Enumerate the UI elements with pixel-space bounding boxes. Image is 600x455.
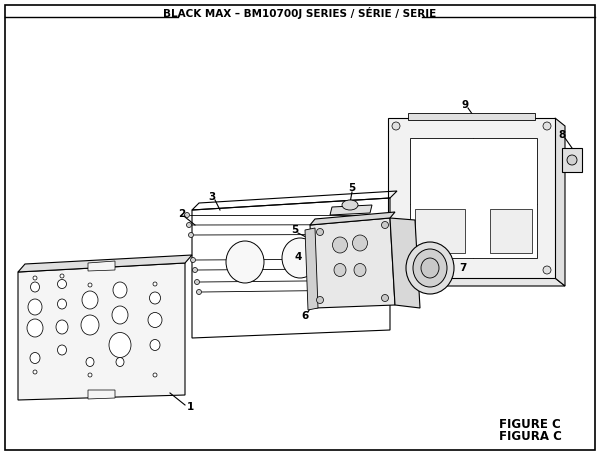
Polygon shape bbox=[310, 212, 395, 225]
Text: 1: 1 bbox=[187, 402, 194, 412]
Ellipse shape bbox=[112, 306, 128, 324]
Ellipse shape bbox=[226, 241, 264, 283]
Polygon shape bbox=[490, 209, 532, 253]
Text: 4: 4 bbox=[295, 252, 302, 262]
Text: 6: 6 bbox=[301, 311, 308, 321]
Ellipse shape bbox=[86, 358, 94, 366]
Polygon shape bbox=[388, 118, 555, 278]
Ellipse shape bbox=[27, 319, 43, 337]
Ellipse shape bbox=[413, 249, 447, 287]
Ellipse shape bbox=[88, 283, 92, 287]
Ellipse shape bbox=[149, 292, 161, 304]
Ellipse shape bbox=[543, 122, 551, 130]
Ellipse shape bbox=[392, 122, 400, 130]
Polygon shape bbox=[330, 205, 372, 215]
Ellipse shape bbox=[113, 282, 127, 298]
Ellipse shape bbox=[82, 291, 98, 309]
Ellipse shape bbox=[116, 358, 124, 366]
Polygon shape bbox=[305, 228, 318, 310]
Ellipse shape bbox=[28, 299, 42, 315]
Polygon shape bbox=[18, 263, 185, 400]
Polygon shape bbox=[562, 148, 582, 172]
Ellipse shape bbox=[185, 212, 190, 217]
Text: FIGURE C: FIGURE C bbox=[499, 419, 561, 431]
Polygon shape bbox=[390, 218, 420, 308]
Text: 2: 2 bbox=[178, 209, 185, 219]
Ellipse shape bbox=[81, 315, 99, 335]
Ellipse shape bbox=[282, 238, 318, 278]
Ellipse shape bbox=[58, 299, 67, 309]
Ellipse shape bbox=[150, 339, 160, 350]
Polygon shape bbox=[410, 138, 537, 258]
Polygon shape bbox=[88, 261, 115, 271]
Polygon shape bbox=[555, 118, 565, 286]
Ellipse shape bbox=[148, 313, 162, 328]
Text: BLACK MAX – BM10700J SERIES / SÉRIE / SERIE: BLACK MAX – BM10700J SERIES / SÉRIE / SE… bbox=[163, 7, 437, 19]
Text: 5: 5 bbox=[349, 183, 356, 193]
Ellipse shape bbox=[31, 282, 40, 292]
Polygon shape bbox=[18, 255, 192, 272]
Ellipse shape bbox=[421, 258, 439, 278]
Ellipse shape bbox=[342, 200, 358, 210]
Text: 3: 3 bbox=[208, 192, 215, 202]
Ellipse shape bbox=[30, 353, 40, 364]
Ellipse shape bbox=[194, 279, 199, 284]
Ellipse shape bbox=[193, 268, 197, 273]
Ellipse shape bbox=[88, 373, 92, 377]
Ellipse shape bbox=[56, 320, 68, 334]
Ellipse shape bbox=[58, 279, 67, 288]
Ellipse shape bbox=[567, 155, 577, 165]
Polygon shape bbox=[310, 218, 395, 308]
Ellipse shape bbox=[153, 373, 157, 377]
Ellipse shape bbox=[317, 297, 323, 303]
Ellipse shape bbox=[188, 233, 193, 238]
Ellipse shape bbox=[109, 333, 131, 358]
Ellipse shape bbox=[60, 274, 64, 278]
Ellipse shape bbox=[406, 242, 454, 294]
Text: 7: 7 bbox=[460, 263, 467, 273]
Ellipse shape bbox=[332, 237, 347, 253]
Ellipse shape bbox=[153, 282, 157, 286]
Ellipse shape bbox=[392, 266, 400, 274]
Ellipse shape bbox=[58, 345, 67, 355]
Ellipse shape bbox=[382, 222, 389, 228]
Ellipse shape bbox=[197, 289, 202, 294]
Ellipse shape bbox=[317, 228, 323, 236]
Ellipse shape bbox=[333, 236, 367, 274]
Polygon shape bbox=[408, 113, 535, 120]
Ellipse shape bbox=[382, 294, 389, 302]
Ellipse shape bbox=[334, 263, 346, 277]
Ellipse shape bbox=[543, 266, 551, 274]
Polygon shape bbox=[88, 390, 115, 399]
Text: 9: 9 bbox=[461, 100, 469, 110]
Ellipse shape bbox=[353, 235, 367, 251]
Text: 8: 8 bbox=[559, 130, 566, 140]
Ellipse shape bbox=[191, 258, 196, 263]
Ellipse shape bbox=[187, 222, 191, 228]
Text: 5: 5 bbox=[292, 225, 299, 235]
Ellipse shape bbox=[33, 370, 37, 374]
Ellipse shape bbox=[354, 263, 366, 277]
Polygon shape bbox=[388, 278, 565, 286]
Ellipse shape bbox=[33, 276, 37, 280]
Text: FIGURA C: FIGURA C bbox=[499, 430, 562, 444]
Polygon shape bbox=[415, 209, 465, 253]
